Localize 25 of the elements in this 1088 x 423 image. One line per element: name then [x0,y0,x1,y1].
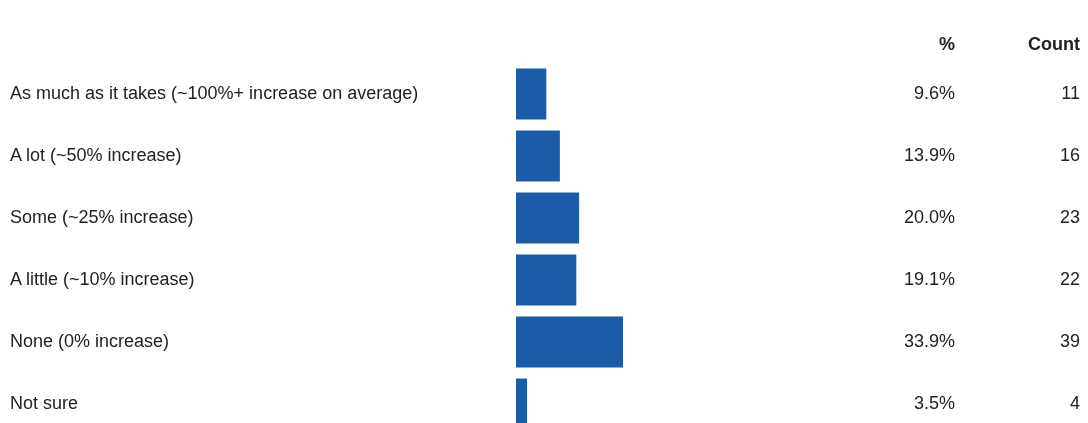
text: 16 [1059,145,1080,165]
text: 11 [1061,83,1080,103]
data-label: 33.9% [903,331,955,351]
y-tick-label: Not sure [10,393,79,413]
y-tick-label: None (0% increase) [10,331,170,351]
text: 22 [1059,269,1080,289]
y-tick-label: A little (~10% increase) [10,269,195,289]
bar [516,316,623,368]
data-label: 20.0% [903,207,955,227]
y-tick-label: Some (~25% increase) [10,207,194,227]
text: Count [1028,34,1080,54]
data-label: 9.6% [913,83,955,103]
y-tick-label: As much as it takes (~100%+ increase on average) [10,83,419,103]
text: 23 [1059,207,1080,227]
data-label: 3.5% [913,393,955,413]
bar [516,192,580,244]
bar [516,254,577,306]
data-label: 19.1% [903,269,955,289]
text: % [938,34,955,54]
text: 4 [1069,393,1080,413]
bar [516,130,560,182]
text: 39 [1059,331,1080,351]
bar [516,68,547,120]
data-label: 13.9% [903,145,955,165]
y-tick-label: A lot (~50% increase) [10,145,182,165]
